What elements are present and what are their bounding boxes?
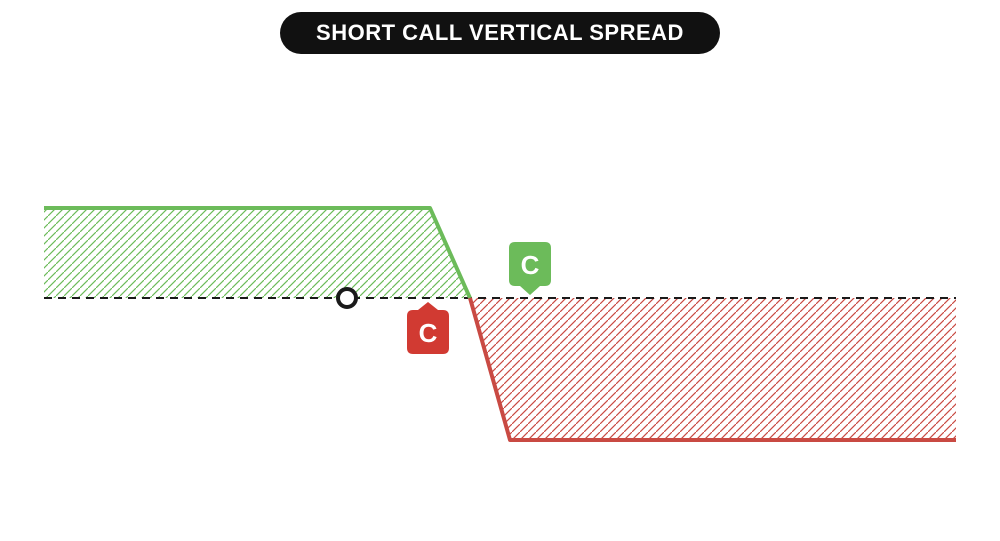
loss-region (470, 298, 956, 440)
breakeven-dot (338, 289, 356, 307)
long-call-marker-label: C (521, 250, 540, 280)
short-call-marker-label: C (419, 318, 438, 348)
payoff-diagram: C C (0, 0, 1000, 541)
profit-region (44, 208, 470, 298)
